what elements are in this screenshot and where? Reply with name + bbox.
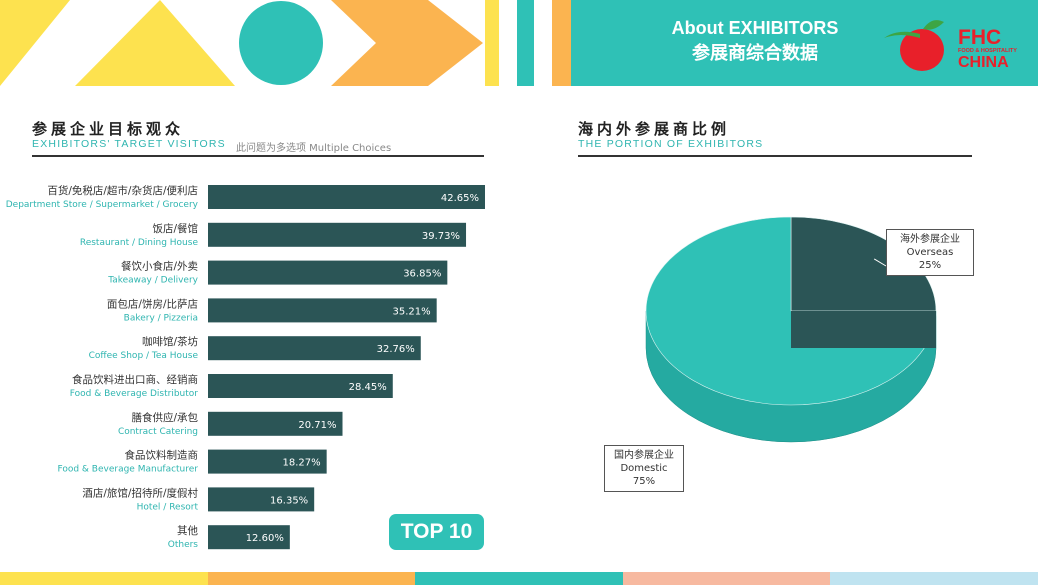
category-label-en: Takeaway / Delivery <box>107 276 198 286</box>
domestic-leader-line <box>649 424 683 449</box>
category-label-cn: 餐饮小食店/外卖 <box>121 260 198 273</box>
bar <box>208 336 421 361</box>
bar <box>208 525 290 550</box>
domestic-value: 75% <box>632 476 656 487</box>
logo-fhc-text: FHC <box>958 26 1001 49</box>
bar-value-label: 16.35% <box>270 495 308 506</box>
domestic-callout: 国内参展企业 Domestic 75% <box>604 445 684 492</box>
overseas-label-en: Overseas <box>906 247 954 258</box>
category-label-en: Food & Beverage Distributor <box>70 389 199 399</box>
bar-row: 39.73% 饭店/餐馆 Restaurant / Dining House <box>80 222 467 248</box>
category-label-en: Contract Catering <box>118 427 198 437</box>
bar-value-label: 35.21% <box>393 306 431 317</box>
bar-row: 32.76% 咖啡馆/茶坊 Coffee Shop / Tea House <box>89 335 421 361</box>
bar-value-label: 36.85% <box>403 269 441 280</box>
overseas-leader-line <box>873 258 887 267</box>
category-label-en: Department Store / Supermarket / Grocery <box>6 200 199 210</box>
overseas-value: 25% <box>918 260 942 271</box>
category-label-cn: 百货/免税店/超市/杂货店/便利店 <box>47 184 198 197</box>
category-label-cn: 酒店/旅馆/招待所/度假村 <box>82 486 198 499</box>
bar <box>208 185 485 209</box>
bar-value-label: 20.71% <box>298 420 336 431</box>
left-section-title: 参展企业目标观众 <box>32 120 185 138</box>
bar <box>208 260 448 285</box>
category-label-cn: 其他 <box>177 524 198 537</box>
exhibitor-portion-pie-chart <box>645 216 937 449</box>
bar <box>208 449 327 474</box>
logo-china-text: CHINA <box>958 54 1009 71</box>
domestic-label-en: Domestic <box>620 463 668 474</box>
category-label-en: Bakery / Pizzeria <box>124 313 198 323</box>
footer-color-band <box>0 572 1038 585</box>
bar <box>208 222 467 247</box>
bar-row: 20.71% 膳食供应/承包 Contract Catering <box>118 411 343 437</box>
right-section-subtitle: THE PORTION OF EXHIBITORS <box>578 138 764 150</box>
bar-value-label: 39.73% <box>422 231 460 242</box>
bar-value-label: 12.60% <box>246 533 284 544</box>
category-label-en: Others <box>168 540 199 550</box>
right-section-title: 海内外参展商比例 <box>578 120 731 138</box>
left-section-divider <box>32 155 484 157</box>
bar-row: 18.27% 食品饮料制造商 Food & Beverage Manufacture… <box>57 449 327 475</box>
bar-row: 36.85% 餐饮小食店/外卖 Takeaway / Delivery <box>107 260 448 286</box>
overseas-label-cn: 海外参展企业 <box>900 234 960 245</box>
header-title-cn: 参展商综合数据 <box>692 43 818 64</box>
category-label-en: Food & Beverage Manufacturer <box>57 465 198 475</box>
category-label-cn: 食品饮料进出口商、经销商 <box>72 373 198 386</box>
bar-row: 35.21% 面包店/饼房/比萨店 Bakery / Pizzeria <box>107 297 437 323</box>
bar-row: 16.35% 酒店/旅馆/招待所/度假村 Hotel / Resort <box>82 486 315 512</box>
category-label-cn: 饭店/餐馆 <box>152 222 198 235</box>
category-label-cn: 膳食供应/承包 <box>131 411 198 424</box>
bar-row: 42.65% 百货/免税店/超市/杂货店/便利店 Department Store … <box>6 184 485 210</box>
header-title: About EXHIBITORS 参展商综合数据 <box>640 17 870 69</box>
bar <box>208 411 343 436</box>
top-10-badge: TOP 10 <box>389 514 484 550</box>
category-label-en: Restaurant / Dining House <box>80 238 199 248</box>
pie-slice-cut-face <box>791 311 936 348</box>
overseas-callout: 海外参展企业 Overseas 25% <box>886 229 974 276</box>
header-title-en: About EXHIBITORS <box>671 18 839 38</box>
logo-small-text: FOOD & HOSPITALITY <box>958 48 1017 54</box>
right-section-divider <box>578 155 972 157</box>
left-section-subtitle: EXHIBITORS' TARGET VISITORS <box>32 138 226 150</box>
fhc-logo: FHC FOOD & HOSPITALITY CHINA <box>884 20 1017 71</box>
category-label-cn: 面包店/饼房/比萨店 <box>107 297 198 310</box>
bar-row: 28.45% 食品饮料进出口商、经销商 Food & Beverage Distri… <box>70 373 393 399</box>
header-banner <box>0 0 1038 86</box>
multiple-choice-note: 此问题为多选项 Multiple Choices <box>236 143 392 154</box>
domestic-label-cn: 国内参展企业 <box>614 450 674 461</box>
bar <box>208 298 437 323</box>
category-label-cn: 咖啡馆/茶坊 <box>142 335 199 348</box>
bar <box>208 374 393 398</box>
bar-value-label: 18.27% <box>283 458 321 469</box>
category-label-en: Coffee Shop / Tea House <box>89 351 199 361</box>
bar-value-label: 32.76% <box>377 344 415 355</box>
bar-value-label: 42.65% <box>441 193 479 204</box>
apple-icon <box>884 20 944 71</box>
bar-value-label: 28.45% <box>349 382 387 393</box>
category-label-en: Hotel / Resort <box>137 502 199 512</box>
category-label-cn: 食品饮料制造商 <box>125 449 199 462</box>
bar-row: 12.60% 其他 Others <box>168 524 290 550</box>
bar <box>208 487 315 512</box>
target-visitors-bar-chart: 42.65% 百货/免税店/超市/杂货店/便利店 Department Store … <box>6 184 485 550</box>
